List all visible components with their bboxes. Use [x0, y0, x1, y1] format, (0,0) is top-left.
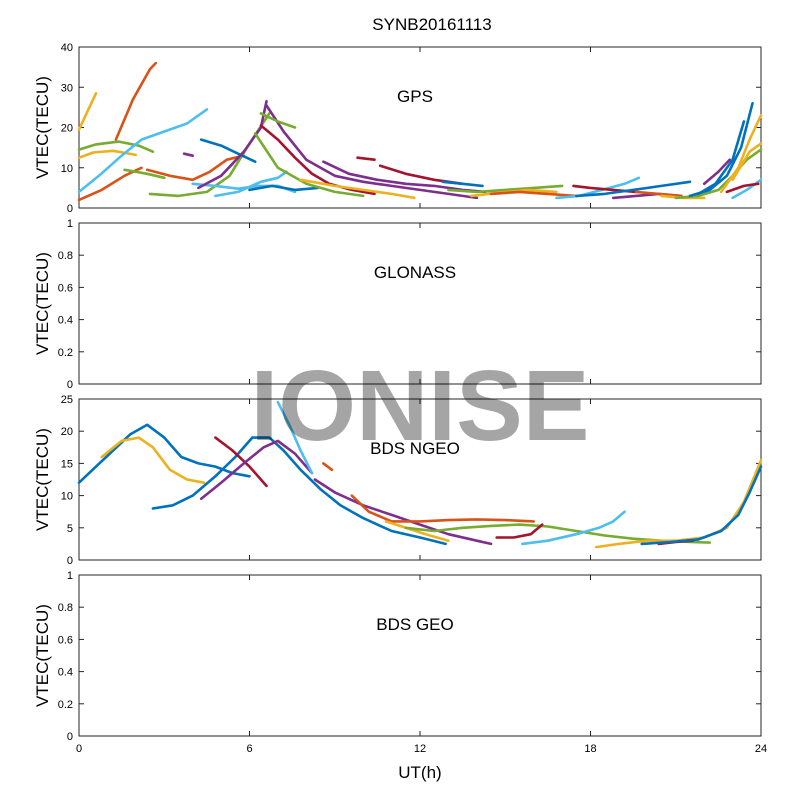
- series-line-bds-ngeo-9: [350, 494, 536, 523]
- series-line-bds-ngeo-6: [276, 400, 314, 475]
- series-line-gps-24: [441, 180, 484, 188]
- series-line-gps-13: [214, 170, 288, 198]
- series-line-bds-ngeo-7: [322, 462, 334, 472]
- series-line-bds-ngeo-10: [384, 520, 450, 543]
- watermark: IONISE: [251, 350, 590, 462]
- figure-title: SYNB20161113: [372, 15, 491, 34]
- plot-area-glonass: [78, 222, 762, 385]
- series-line-gps-16: [265, 104, 479, 200]
- y-tick-label: 40: [61, 42, 73, 54]
- y-tick-label: 0.4: [58, 667, 73, 679]
- series-line-bds-ngeo-8: [313, 478, 493, 546]
- series-line-gps-4: [114, 61, 157, 141]
- y-tick-label: 25: [61, 394, 73, 406]
- y-tick-label: 10: [61, 491, 73, 503]
- series-line-gps-19: [253, 132, 365, 198]
- y-tick-label: 0.6: [58, 634, 73, 646]
- series-line-gps-17: [259, 124, 376, 196]
- panel-bds-geo: 0 0.2 0.4 0.6 0.8 1 0 6 12 18 24 BDS GEO VTEC(TECU): [33, 570, 767, 755]
- x-axis-label: UT(h): [398, 763, 441, 782]
- series-line-gps-25: [447, 184, 564, 194]
- series-line-gps-39: [731, 142, 763, 182]
- y-tick-label: 0.6: [58, 282, 73, 294]
- panel-label-gps: GPS: [397, 87, 433, 106]
- series-line-bds-ngeo-12: [495, 523, 544, 539]
- series-line-bds-ngeo-13: [520, 510, 626, 546]
- x-tick-label: 18: [584, 743, 596, 755]
- series-line-gps-20: [299, 178, 416, 200]
- subplot-panels: 010203040GPSVTEC(TECU)00.20.40.60.81GLON…: [33, 42, 767, 755]
- y-axis-label-bds-geo: VTEC(TECU): [33, 604, 52, 707]
- series-line-gps-7: [123, 168, 166, 180]
- series-line-gps-5: [77, 140, 155, 153]
- series-line-gps-18: [259, 112, 297, 129]
- y-tick-label: 20: [61, 426, 73, 438]
- panel-label-bds-geo: BDS GEO: [376, 615, 453, 634]
- series-line-gps-27: [489, 190, 578, 198]
- y-tick-label: 0: [67, 555, 73, 567]
- y-tick-label: 0.2: [58, 699, 73, 711]
- y-tick-label: 1: [67, 218, 73, 230]
- series-line-gps-36: [697, 120, 746, 196]
- y-tick-label: 0: [67, 203, 73, 215]
- y-tick-label: 0.4: [58, 315, 73, 327]
- series-line-gps-11: [199, 138, 257, 163]
- y-tick-label: 0.2: [58, 347, 73, 359]
- panel-label-bds-ngeo: BDS NGEO: [370, 439, 460, 458]
- series-line-gps-6: [77, 108, 209, 194]
- panel-label-glonass: GLONASS: [374, 263, 456, 282]
- x-tick-label: 0: [76, 743, 82, 755]
- y-tick-label: 30: [61, 82, 73, 94]
- series-line-bds-ngeo-5: [199, 439, 314, 501]
- series-line-gps-8: [145, 154, 246, 182]
- series-line-bds-ngeo-4: [214, 436, 268, 488]
- y-tick-label: 0.8: [58, 250, 73, 262]
- series-line-gps-14: [248, 184, 320, 192]
- y-tick-label: 20: [61, 123, 73, 135]
- y-tick-label: 1: [67, 570, 73, 582]
- series-line-bds-ngeo-3: [151, 436, 447, 546]
- series-line-gps-32: [634, 190, 683, 198]
- y-axis-label-glonass: VTEC(TECU): [33, 252, 52, 355]
- y-tick-label: 10: [61, 163, 73, 175]
- panel-bds-ngeo: 0 5 10 15 20 25 BDS NGEO VTEC(TECU): [33, 394, 763, 567]
- y-axis-label-bds-ngeo: VTEC(TECU): [33, 428, 52, 531]
- y-tick-label: 0: [67, 379, 73, 391]
- plot-area-bds-geo: [78, 574, 762, 737]
- y-axis-label-gps: VTEC(TECU): [33, 76, 52, 179]
- panel-glonass: 0 0.2 0.4 0.6 0.8 1 GLONASS VTEC(TECU): [33, 218, 762, 391]
- series-line-gps-37: [702, 158, 732, 186]
- series-line-bds-ngeo-1: [77, 423, 251, 485]
- series-line-bds-ngeo-2: [100, 436, 206, 485]
- series-line-gps-15: [197, 100, 268, 190]
- y-tick-label: 0: [67, 731, 73, 743]
- series-line-gps-41: [725, 182, 760, 194]
- series-line-gps-30: [574, 180, 692, 198]
- x-tick-label: 6: [246, 743, 252, 755]
- y-tick-label: 15: [61, 458, 73, 470]
- plot-area-gps: [78, 46, 762, 209]
- panel-gps: 0 10 20 30 40 GPS VTEC(TECU): [33, 42, 763, 215]
- series-line-gps-38: [719, 114, 763, 194]
- x-tick-label: 24: [755, 743, 767, 755]
- y-tick-label: 0.8: [58, 602, 73, 614]
- series-line-gps-1: [77, 92, 98, 131]
- series-line-gps-22: [356, 156, 376, 161]
- series-line-gps-34: [674, 148, 763, 200]
- series-line-gps-10: [182, 152, 194, 157]
- y-tick-label: 5: [67, 523, 73, 535]
- x-tick-label: 12: [414, 743, 426, 755]
- series-line-bds-ngeo-16: [640, 465, 763, 546]
